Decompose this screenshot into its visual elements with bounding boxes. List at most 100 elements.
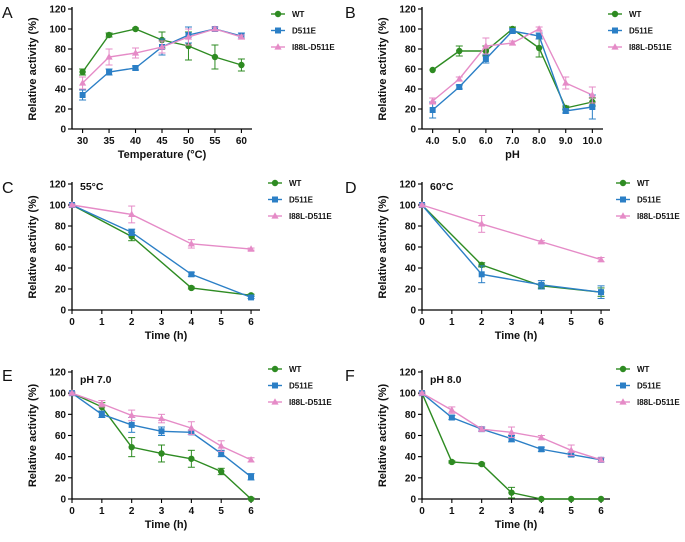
series-i88l-d511e xyxy=(418,201,605,263)
data-point xyxy=(538,446,545,453)
data-point xyxy=(218,468,225,475)
x-tick-label: 35 xyxy=(103,136,115,147)
data-point xyxy=(158,43,166,50)
legend-label: I88L-D511E xyxy=(292,43,335,52)
x-tick-label: 55 xyxy=(209,136,221,147)
x-axis-label: Temperature (°C) xyxy=(118,149,207,161)
y-tick-label: 40 xyxy=(55,452,67,463)
data-point xyxy=(78,79,87,86)
data-point xyxy=(98,411,105,418)
x-axis-label: pH xyxy=(505,149,520,161)
x-tick-label: 5 xyxy=(568,506,574,517)
x-tick-label: 2 xyxy=(129,317,135,328)
y-tick-label: 0 xyxy=(60,125,66,136)
x-tick-label: 2 xyxy=(129,506,135,517)
legend-marker xyxy=(619,398,627,405)
legend-label: D511E xyxy=(637,196,662,205)
data-point xyxy=(568,495,575,503)
x-tick-label: 5.0 xyxy=(452,136,466,147)
y-axis-label: Relative activity (%) xyxy=(377,17,389,121)
y-tick-label: 80 xyxy=(55,45,67,56)
legend-marker xyxy=(612,27,618,34)
x-tick-label: 4 xyxy=(539,317,545,328)
legend: WT D511E I88L-D511E xyxy=(616,365,680,407)
x-tick-label: 50 xyxy=(183,136,195,147)
data-point xyxy=(537,433,545,441)
series-i88l-d511e xyxy=(429,25,596,105)
data-point xyxy=(535,44,543,52)
legend-marker xyxy=(611,43,619,50)
data-point xyxy=(185,42,192,50)
panel-c: C 0 20 40 60 80 100 120 0 1 2 3 4 5 6 Time (h) Relative … xyxy=(2,179,332,342)
data-point xyxy=(456,47,463,55)
x-tick-label: 4 xyxy=(189,506,195,517)
y-tick-label: 60 xyxy=(55,431,67,442)
data-point xyxy=(535,25,543,32)
legend-marker xyxy=(620,196,626,203)
y-tick-label: 20 xyxy=(55,105,67,116)
legend-marker xyxy=(611,10,619,18)
data-point xyxy=(418,201,426,208)
panel-label: E xyxy=(2,368,13,385)
x-tick-label: 0 xyxy=(419,506,425,517)
y-axis-label: Relative activity (%) xyxy=(27,17,39,121)
x-tick-label: 40 xyxy=(130,136,142,147)
y-tick-label: 40 xyxy=(405,452,417,463)
data-point xyxy=(478,460,485,468)
legend-label: WT xyxy=(629,10,642,19)
panel-label: B xyxy=(345,5,356,22)
panel-b: B 0 20 40 60 80 100 120 4.0 5.0 6.0 7.0 8.0 9.0 10.0 pH… xyxy=(345,5,672,162)
x-tick-label: 1 xyxy=(449,317,455,328)
y-tick-label: 20 xyxy=(405,105,417,116)
y-tick-label: 100 xyxy=(49,201,66,212)
y-tick-label: 40 xyxy=(55,264,67,275)
series-i88l-d511e xyxy=(68,389,255,463)
x-tick-label: 0 xyxy=(419,317,425,328)
y-tick-label: 80 xyxy=(405,45,417,56)
data-point xyxy=(188,284,195,292)
data-point xyxy=(247,245,255,252)
legend-label: D511E xyxy=(289,382,314,391)
data-point xyxy=(79,92,86,98)
legend-label: WT xyxy=(637,179,650,188)
y-tick-label: 40 xyxy=(55,85,67,96)
data-point xyxy=(187,424,195,431)
data-point xyxy=(79,68,86,76)
legend-label: WT xyxy=(289,365,302,374)
data-point xyxy=(478,261,485,269)
data-point xyxy=(128,210,136,218)
y-tick-label: 0 xyxy=(60,495,66,506)
x-tick-label: 1 xyxy=(449,506,455,517)
y-tick-label: 0 xyxy=(410,495,416,506)
series-line xyxy=(421,392,602,461)
data-point xyxy=(238,61,245,69)
data-point xyxy=(508,489,515,496)
legend-marker xyxy=(272,382,278,389)
y-tick-label: 80 xyxy=(405,222,417,233)
series-line xyxy=(71,204,252,299)
y-tick-label: 120 xyxy=(399,5,416,16)
data-point xyxy=(536,33,543,39)
data-point xyxy=(418,389,426,396)
data-point xyxy=(132,65,139,71)
legend-marker xyxy=(271,179,279,187)
x-tick-label: 8.0 xyxy=(532,136,546,147)
y-tick-label: 40 xyxy=(405,264,417,275)
data-point xyxy=(68,389,76,396)
data-point xyxy=(597,495,605,503)
data-point xyxy=(482,56,489,62)
x-axis-label: Time (h) xyxy=(145,330,188,342)
data-point xyxy=(98,399,106,407)
data-point xyxy=(429,107,436,113)
x-tick-label: 45 xyxy=(156,136,168,147)
data-point xyxy=(588,91,596,98)
data-point xyxy=(128,443,135,451)
x-tick-label: 6 xyxy=(598,317,604,328)
legend-label: WT xyxy=(292,10,305,19)
legend-marker xyxy=(619,179,627,187)
legend-label: I88L-D511E xyxy=(629,43,672,52)
y-tick-label: 60 xyxy=(55,243,67,254)
panel-label: F xyxy=(345,368,355,385)
y-tick-label: 120 xyxy=(399,368,416,379)
